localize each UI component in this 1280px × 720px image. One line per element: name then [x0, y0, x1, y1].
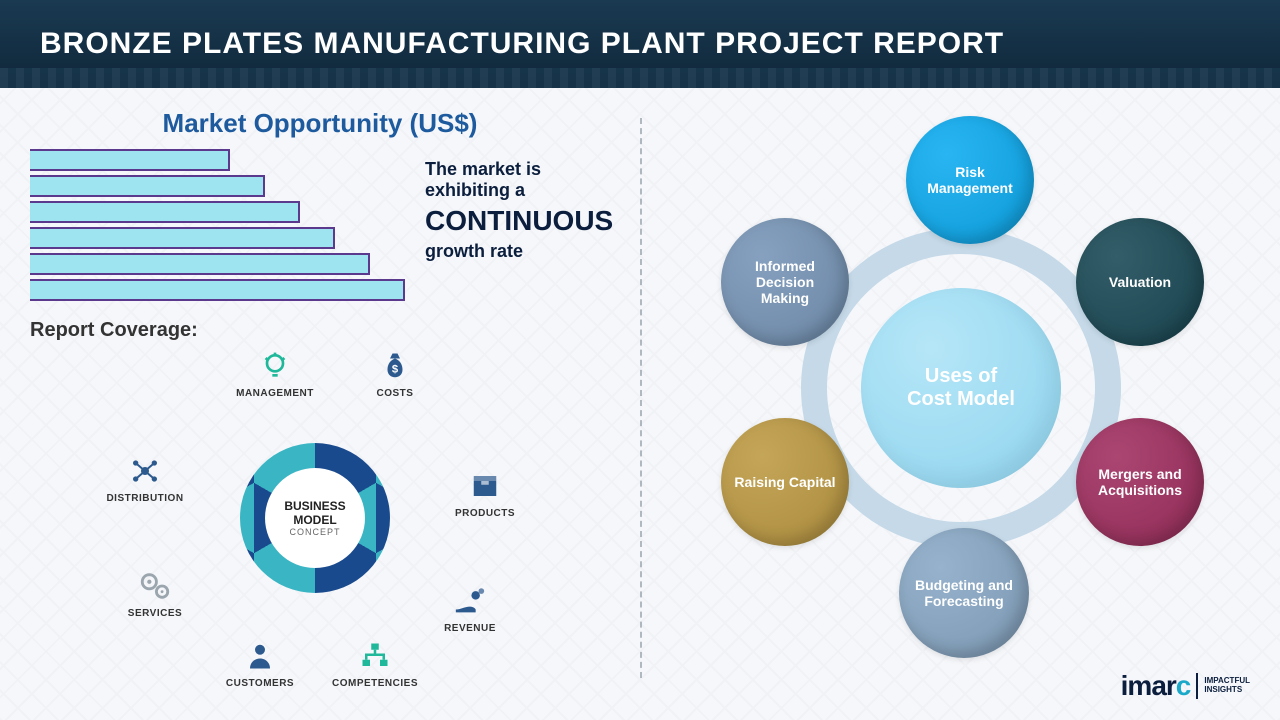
cost-node-valuation: Valuation [1076, 218, 1204, 346]
coverage-item-services: SERVICES [110, 568, 200, 619]
coverage-item-label: PRODUCTS [455, 508, 515, 519]
brand-tagline: IMPACTFULINSIGHTS [1204, 677, 1250, 695]
products-icon [467, 468, 503, 504]
market-bar [30, 149, 230, 171]
coverage-item-label: REVENUE [444, 623, 496, 634]
cost-node-raising: Raising Capital [721, 418, 849, 546]
cost-node-budgeting: Budgeting and Forecasting [899, 528, 1029, 658]
coverage-item-label: MANAGEMENT [236, 388, 314, 399]
growth-line2: CONTINUOUS [425, 205, 613, 237]
market-title: Market Opportunity (US$) [30, 108, 610, 139]
revenue-icon [452, 583, 488, 619]
header-bar: BRONZE PLATES MANUFACTURING PLANT PROJEC… [0, 0, 1280, 88]
market-bar [30, 201, 300, 223]
coverage-item-distribution: DISTRIBUTION [100, 453, 190, 504]
brand-name: imarc [1121, 670, 1191, 702]
right-panel: Uses ofCost Model Risk Management Valuati… [642, 88, 1280, 720]
coverage-item-customers: CUSTOMERS [215, 638, 305, 689]
customers-icon [242, 638, 278, 674]
svg-text:$: $ [392, 363, 399, 375]
page-title: BRONZE PLATES MANUFACTURING PLANT PROJEC… [40, 27, 1004, 61]
business-model-ring: BUSINESS MODEL CONCEPT [240, 443, 390, 593]
content-area: Market Opportunity (US$) The market is e… [0, 88, 1280, 720]
growth-text: The market is exhibiting a CONTINUOUS gr… [425, 149, 613, 262]
market-chart-area: The market is exhibiting a CONTINUOUS gr… [30, 149, 610, 301]
coverage-item-label: DISTRIBUTION [106, 493, 183, 504]
market-bars [30, 149, 405, 301]
services-icon [137, 568, 173, 604]
coverage-item-label: COMPETENCIES [332, 678, 418, 689]
business-model-diagram: BUSINESS MODEL CONCEPT MANAGEMENT $ COSTS P… [30, 348, 610, 678]
growth-line3: growth rate [425, 241, 613, 262]
brand-logo: imarc IMPACTFULINSIGHTS [1121, 670, 1250, 702]
costs-icon: $ [377, 348, 413, 384]
cost-node-informed: Informed Decision Making [721, 218, 849, 346]
coverage-item-management: MANAGEMENT [230, 348, 320, 399]
market-bar [30, 253, 370, 275]
market-bar [30, 279, 405, 301]
management-icon [257, 348, 293, 384]
coverage-title: Report Coverage: [30, 319, 610, 342]
market-bar [30, 175, 265, 197]
coverage-item-label: CUSTOMERS [226, 678, 294, 689]
coverage-item-revenue: REVENUE [425, 583, 515, 634]
cost-model-diagram: Uses ofCost Model Risk Management Valuati… [681, 108, 1241, 668]
distribution-icon [127, 453, 163, 489]
cost-node-risk: Risk Management [906, 116, 1034, 244]
coverage-item-products: PRODUCTS [440, 468, 530, 519]
cost-model-center: Uses ofCost Model [861, 288, 1061, 488]
brand-separator [1196, 673, 1198, 699]
business-model-center: BUSINESS MODEL CONCEPT [265, 468, 365, 568]
coverage-item-label: SERVICES [128, 608, 182, 619]
coverage-item-label: COSTS [377, 388, 414, 399]
left-panel: Market Opportunity (US$) The market is e… [0, 88, 640, 720]
cost-node-mergers: Mergers and Acquisitions [1076, 418, 1204, 546]
coverage-item-costs: $ COSTS [350, 348, 440, 399]
market-bar [30, 227, 335, 249]
coverage-item-competencies: COMPETENCIES [330, 638, 420, 689]
cost-model-center-label: Uses ofCost Model [907, 365, 1015, 411]
competencies-icon [357, 638, 393, 674]
growth-line1: The market is exhibiting a [425, 159, 613, 201]
